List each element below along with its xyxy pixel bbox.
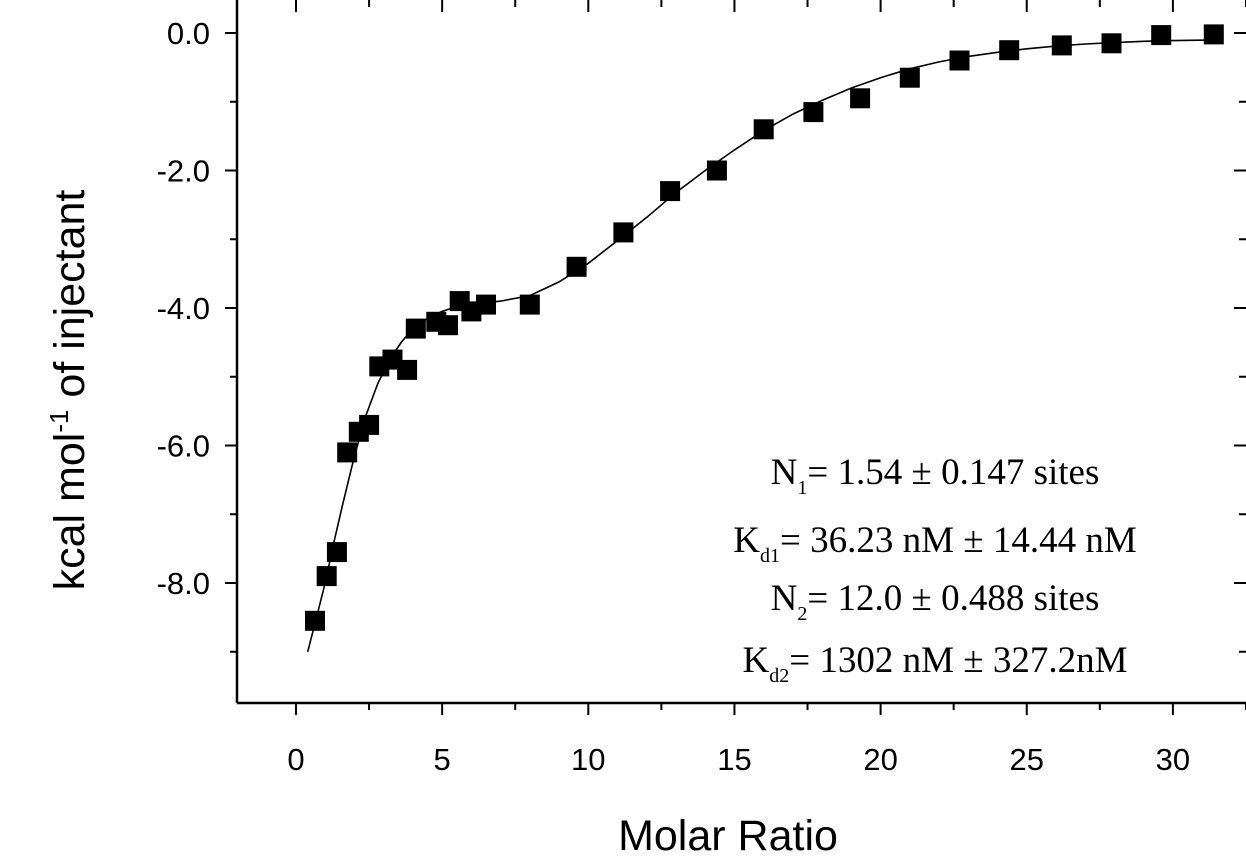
tick-labels: 0 5 10 15 20 25 30 0.0 -2.0 -4.0 -6.0 -8.0 bbox=[157, 16, 1191, 777]
x-tick-label: 20 bbox=[863, 742, 897, 777]
annotation-kd1: Kd1= 36.23 nM ± 14.44 nM bbox=[733, 520, 1136, 567]
data-point bbox=[326, 542, 347, 563]
data-point bbox=[899, 67, 920, 88]
annotation-kd2-rest: = 1302 nM ± 327.2nM bbox=[789, 640, 1127, 681]
x-axis-title: Molar Ratio bbox=[618, 812, 838, 860]
data-point bbox=[438, 315, 458, 336]
y-tick-label: -4.0 bbox=[157, 291, 210, 326]
data-point bbox=[753, 119, 774, 140]
annotation-kd1-sub: d1 bbox=[760, 545, 780, 567]
y-axis-title-superscript: -1 bbox=[44, 410, 74, 433]
annotation-kd1-rest: = 36.23 nM ± 14.44 nM bbox=[780, 520, 1137, 561]
x-tick-label: 15 bbox=[717, 742, 751, 777]
annotation-kd2: Kd2= 1302 nM ± 327.2nM bbox=[743, 640, 1128, 687]
data-point bbox=[397, 359, 418, 380]
data-point bbox=[803, 102, 824, 123]
data-point bbox=[566, 256, 587, 277]
x-tick-label: 25 bbox=[1010, 742, 1044, 777]
annotation-n1: N1= 1.54 ± 0.147 sites bbox=[771, 452, 1100, 499]
data-point bbox=[519, 294, 540, 315]
annotation-kd2-sub: d2 bbox=[769, 665, 789, 687]
data-point bbox=[305, 610, 325, 631]
annotation-n1-rest: = 1.54 ± 0.147 sites bbox=[807, 452, 1099, 493]
x-tick-label: 10 bbox=[571, 742, 605, 777]
annotation-n2: N2= 12.0 ± 0.488 sites bbox=[771, 578, 1100, 625]
annotation-n1-sub: 1 bbox=[797, 477, 807, 499]
data-point bbox=[949, 50, 970, 71]
axes bbox=[235, 0, 1246, 705]
data-point bbox=[1151, 25, 1172, 46]
y-axis-title-main: kcal mol bbox=[46, 433, 94, 591]
data-point bbox=[337, 442, 358, 463]
data-point bbox=[1101, 33, 1122, 54]
annotation-n1-main: N bbox=[771, 452, 798, 493]
data-point bbox=[316, 566, 337, 587]
data-point bbox=[359, 414, 380, 435]
data-point bbox=[1051, 35, 1072, 56]
data-point bbox=[706, 160, 727, 181]
data-point bbox=[1203, 24, 1224, 45]
data-point bbox=[999, 40, 1020, 61]
data-points-group bbox=[305, 24, 1224, 631]
annotation-n2-sub: 2 bbox=[797, 603, 807, 625]
annotation-n2-rest: = 12.0 ± 0.488 sites bbox=[807, 578, 1099, 619]
data-point bbox=[850, 88, 871, 109]
y-tick-label: -2.0 bbox=[157, 154, 210, 189]
data-point bbox=[660, 181, 681, 202]
x-tick-label: 5 bbox=[434, 742, 451, 777]
fit-parameters: N1= 1.54 ± 0.147 sites Kd1= 36.23 nM ± 1… bbox=[733, 452, 1136, 687]
data-point bbox=[613, 222, 634, 243]
y-axis-title: kcal mol-1 of injectant bbox=[44, 190, 94, 591]
y-tick-label: 0.0 bbox=[167, 16, 210, 51]
data-point bbox=[476, 294, 496, 315]
data-point bbox=[405, 318, 426, 339]
annotation-n2-main: N bbox=[771, 578, 798, 619]
y-tick-label: -6.0 bbox=[157, 429, 210, 464]
annotation-kd2-main: K bbox=[743, 640, 770, 681]
annotation-kd1-main: K bbox=[733, 520, 760, 561]
y-tick-label: -8.0 bbox=[157, 566, 210, 601]
x-tick-label: 0 bbox=[287, 742, 304, 777]
x-tick-label: 30 bbox=[1156, 742, 1190, 777]
y-axis-title-rest: of injectant bbox=[46, 190, 94, 410]
axis-ticks bbox=[225, 0, 1246, 715]
